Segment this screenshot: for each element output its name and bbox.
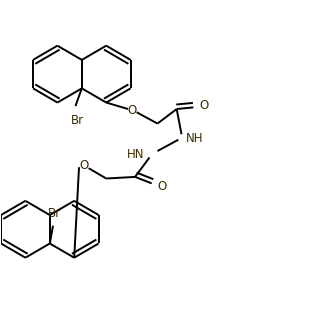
Text: O: O	[158, 180, 167, 193]
Text: Br: Br	[48, 207, 61, 220]
Text: O: O	[79, 159, 89, 172]
Text: Br: Br	[70, 114, 84, 127]
Text: HN: HN	[127, 148, 145, 161]
Text: NH: NH	[186, 132, 204, 145]
Text: O: O	[127, 104, 137, 117]
Text: O: O	[199, 99, 208, 112]
